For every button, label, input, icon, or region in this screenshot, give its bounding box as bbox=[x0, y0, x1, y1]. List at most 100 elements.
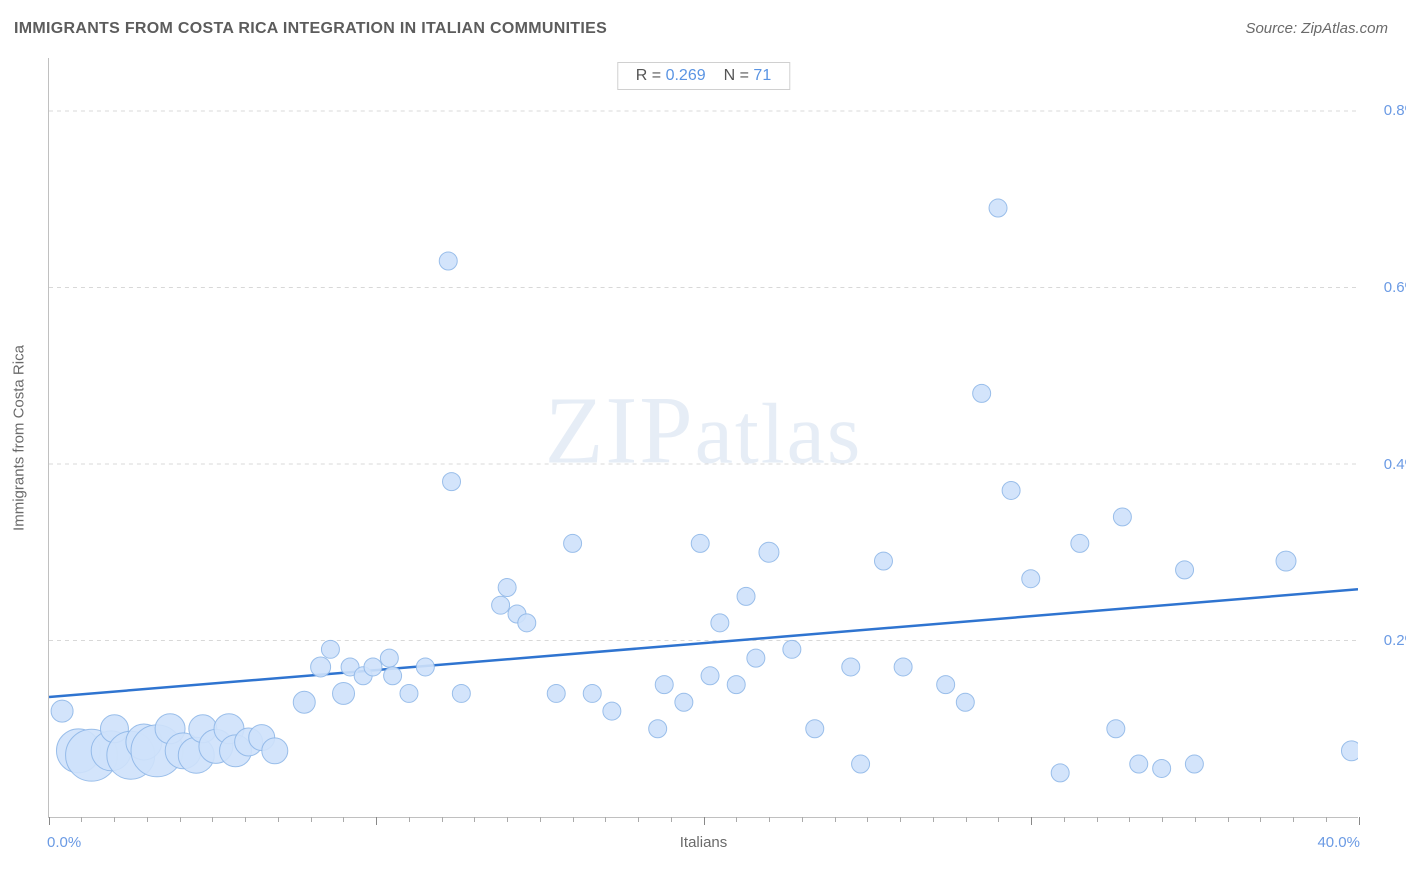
x-minor-tick bbox=[1162, 817, 1163, 822]
data-point[interactable] bbox=[400, 684, 418, 702]
x-minor-tick bbox=[671, 817, 672, 822]
x-minor-tick bbox=[474, 817, 475, 822]
data-point[interactable] bbox=[747, 649, 765, 667]
x-minor-tick bbox=[802, 817, 803, 822]
x-minor-tick bbox=[769, 817, 770, 822]
data-point[interactable] bbox=[498, 579, 516, 597]
data-point[interactable] bbox=[973, 384, 991, 402]
data-point[interactable] bbox=[452, 684, 470, 702]
n-label: N = bbox=[724, 67, 749, 84]
data-point[interactable] bbox=[518, 614, 536, 632]
data-point[interactable] bbox=[727, 676, 745, 694]
data-point[interactable] bbox=[649, 720, 667, 738]
x-minor-tick bbox=[212, 817, 213, 822]
data-point[interactable] bbox=[603, 702, 621, 720]
data-point[interactable] bbox=[443, 473, 461, 491]
data-point[interactable] bbox=[701, 667, 719, 685]
y-tick-label: 0.6% bbox=[1368, 279, 1406, 296]
x-minor-tick bbox=[81, 817, 82, 822]
x-minor-tick bbox=[1228, 817, 1229, 822]
data-point[interactable] bbox=[842, 658, 860, 676]
data-point[interactable] bbox=[1130, 755, 1148, 773]
x-minor-tick bbox=[605, 817, 606, 822]
x-minor-tick bbox=[1064, 817, 1065, 822]
x-minor-tick bbox=[966, 817, 967, 822]
data-point[interactable] bbox=[937, 676, 955, 694]
data-point[interactable] bbox=[783, 640, 801, 658]
x-minor-tick bbox=[540, 817, 541, 822]
x-minor-tick bbox=[638, 817, 639, 822]
chart-title: IMMIGRANTS FROM COSTA RICA INTEGRATION I… bbox=[14, 20, 607, 38]
x-major-tick bbox=[1359, 817, 1360, 825]
x-minor-tick bbox=[867, 817, 868, 822]
data-point[interactable] bbox=[759, 542, 779, 562]
x-major-tick bbox=[1031, 817, 1032, 825]
x-minor-tick bbox=[1293, 817, 1294, 822]
x-major-tick bbox=[49, 817, 50, 825]
data-point[interactable] bbox=[655, 676, 673, 694]
data-point[interactable] bbox=[1276, 551, 1296, 571]
x-axis-min-label: 0.0% bbox=[47, 834, 81, 851]
x-minor-tick bbox=[114, 817, 115, 822]
n-value: 71 bbox=[753, 67, 771, 84]
x-minor-tick bbox=[736, 817, 737, 822]
x-minor-tick bbox=[1097, 817, 1098, 822]
data-point[interactable] bbox=[311, 657, 331, 677]
data-point[interactable] bbox=[262, 738, 288, 764]
data-point[interactable] bbox=[321, 640, 339, 658]
r-label: R = bbox=[636, 67, 661, 84]
data-point[interactable] bbox=[364, 658, 382, 676]
data-point[interactable] bbox=[1185, 755, 1203, 773]
data-point[interactable] bbox=[380, 649, 398, 667]
data-point[interactable] bbox=[956, 693, 974, 711]
data-point[interactable] bbox=[1002, 481, 1020, 499]
data-point[interactable] bbox=[1176, 561, 1194, 579]
data-point[interactable] bbox=[51, 700, 73, 722]
source-attribution: Source: ZipAtlas.com bbox=[1245, 20, 1388, 37]
y-axis-title: Immigrants from Costa Rica bbox=[11, 345, 28, 531]
x-minor-tick bbox=[933, 817, 934, 822]
x-minor-tick bbox=[835, 817, 836, 822]
x-minor-tick bbox=[1326, 817, 1327, 822]
data-point[interactable] bbox=[1113, 508, 1131, 526]
scatter-svg bbox=[49, 58, 1358, 817]
y-tick-label: 0.4% bbox=[1368, 456, 1406, 473]
data-point[interactable] bbox=[1022, 570, 1040, 588]
data-point[interactable] bbox=[711, 614, 729, 632]
data-point[interactable] bbox=[1107, 720, 1125, 738]
data-point[interactable] bbox=[583, 684, 601, 702]
stat-box: R = 0.269 N = 71 bbox=[617, 62, 790, 90]
data-point[interactable] bbox=[806, 720, 824, 738]
x-minor-tick bbox=[147, 817, 148, 822]
y-tick-label: 0.2% bbox=[1368, 632, 1406, 649]
data-point[interactable] bbox=[384, 667, 402, 685]
data-point[interactable] bbox=[547, 684, 565, 702]
data-point[interactable] bbox=[989, 199, 1007, 217]
data-point[interactable] bbox=[852, 755, 870, 773]
data-point[interactable] bbox=[874, 552, 892, 570]
x-axis-max-label: 40.0% bbox=[1317, 834, 1360, 851]
y-tick-label: 0.8% bbox=[1368, 102, 1406, 119]
x-minor-tick bbox=[278, 817, 279, 822]
data-point[interactable] bbox=[1153, 759, 1171, 777]
x-minor-tick bbox=[507, 817, 508, 822]
r-value: 0.269 bbox=[666, 67, 706, 84]
x-minor-tick bbox=[1195, 817, 1196, 822]
data-point[interactable] bbox=[333, 682, 355, 704]
data-point[interactable] bbox=[1341, 741, 1358, 761]
data-point[interactable] bbox=[293, 691, 315, 713]
x-minor-tick bbox=[998, 817, 999, 822]
data-point[interactable] bbox=[492, 596, 510, 614]
data-point[interactable] bbox=[439, 252, 457, 270]
x-axis-title: Italians bbox=[680, 834, 728, 851]
x-minor-tick bbox=[409, 817, 410, 822]
data-point[interactable] bbox=[737, 587, 755, 605]
data-point[interactable] bbox=[691, 534, 709, 552]
x-major-tick bbox=[704, 817, 705, 825]
data-point[interactable] bbox=[564, 534, 582, 552]
data-point[interactable] bbox=[1051, 764, 1069, 782]
data-point[interactable] bbox=[416, 658, 434, 676]
data-point[interactable] bbox=[894, 658, 912, 676]
data-point[interactable] bbox=[1071, 534, 1089, 552]
data-point[interactable] bbox=[675, 693, 693, 711]
